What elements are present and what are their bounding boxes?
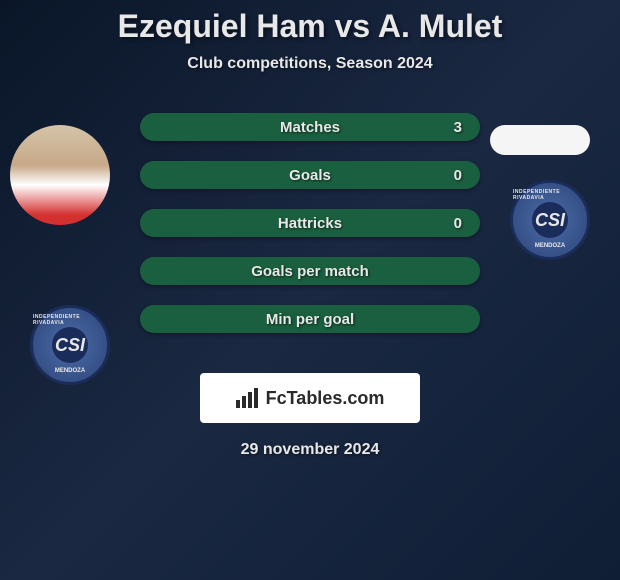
stat-label: Hattricks <box>278 215 342 232</box>
stat-value: 3 <box>454 119 462 136</box>
stat-bar-min-per-goal: Min per goal <box>140 305 480 333</box>
page-title: Ezequiel Ham vs A. Mulet <box>118 8 503 45</box>
stat-value: 0 <box>454 167 462 184</box>
stat-bars-container: Matches 3 Goals 0 Hattricks 0 Goals per … <box>140 113 480 333</box>
stat-value: 0 <box>454 215 462 232</box>
stat-bar-goals-per-match: Goals per match <box>140 257 480 285</box>
badge-initials: CSI <box>532 202 568 238</box>
branding-text: FcTables.com <box>266 388 385 409</box>
badge-text-top: INDEPENDIENTE RIVADAVIA <box>513 189 587 201</box>
comparison-card: Ezequiel Ham vs A. Mulet Club competitio… <box>0 0 620 580</box>
badge-text-bottom: MENDOZA <box>55 368 85 374</box>
badge-initials: CSI <box>52 327 88 363</box>
team-badge-right: INDEPENDIENTE RIVADAVIA CSI MENDOZA <box>500 180 600 260</box>
stat-label: Goals <box>289 167 331 184</box>
badge-text-top: INDEPENDIENTE RIVADAVIA <box>33 314 107 326</box>
stat-bar-goals: Goals 0 <box>140 161 480 189</box>
stat-bar-matches: Matches 3 <box>140 113 480 141</box>
player-photo-left <box>10 125 110 225</box>
stat-label: Matches <box>280 119 340 136</box>
date-label: 29 november 2024 <box>241 441 380 459</box>
branding-logo[interactable]: FcTables.com <box>200 373 420 423</box>
team-badge-left: INDEPENDIENTE RIVADAVIA CSI MENDOZA <box>20 305 120 385</box>
stat-label: Goals per match <box>251 263 369 280</box>
stat-bar-hattricks: Hattricks 0 <box>140 209 480 237</box>
stat-label: Min per goal <box>266 311 354 328</box>
page-subtitle: Club competitions, Season 2024 <box>187 55 432 73</box>
chart-icon <box>236 388 260 408</box>
player-photo-right <box>490 125 590 155</box>
badge-text-bottom: MENDOZA <box>535 243 565 249</box>
